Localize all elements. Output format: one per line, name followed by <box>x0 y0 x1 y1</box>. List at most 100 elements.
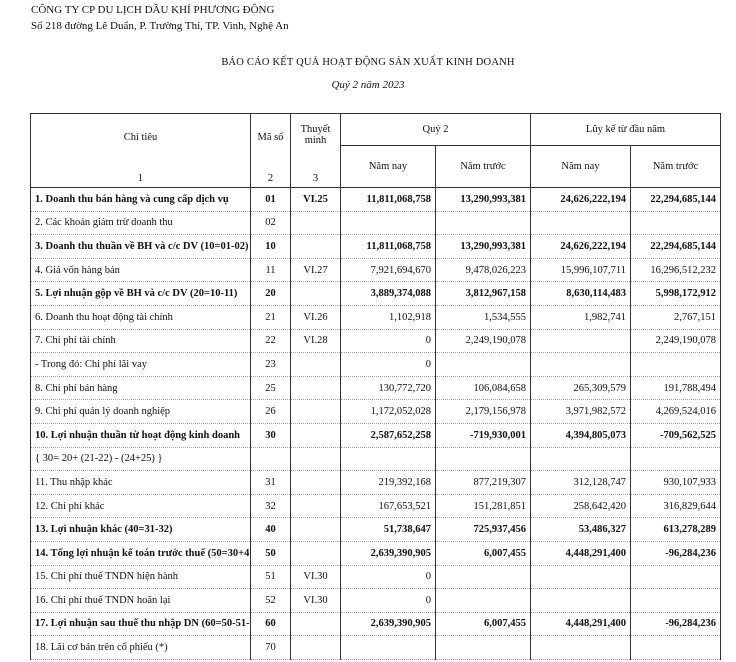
table-row: 13. Lợi nhuận khác (40=31-32) 40 51,738,64… <box>30 517 722 542</box>
table-cell: 1,982,741 <box>530 305 631 330</box>
table-row: 18. Lãi cơ bản trên cổ phiếu (*) 70 <box>30 635 722 660</box>
table-cell: 10 <box>250 234 291 259</box>
header-cell: Năm trước <box>435 145 531 188</box>
header-text: 2 <box>267 172 274 184</box>
table-cell: 265,309,579 <box>530 376 631 401</box>
table-row: 16. Chi phí thuế TNDN hoãn lại 52 VI.30 0 <box>30 588 722 613</box>
table-cell: 1,534,555 <box>435 305 531 330</box>
table-cell: 16,296,512,232 <box>629 258 722 283</box>
table-cell <box>290 281 341 306</box>
table-cell <box>530 588 631 613</box>
table-cell: 2,587,652,258 <box>340 423 436 448</box>
table-cell <box>290 399 341 424</box>
table-cell <box>290 494 341 519</box>
table-cell <box>435 565 531 590</box>
row-label: 10. Lợi nhuận thuần từ hoạt động kinh do… <box>30 423 251 448</box>
table-cell: 30 <box>250 423 291 448</box>
header-text: Mã số <box>257 131 284 143</box>
table-cell: VI.30 <box>290 565 341 590</box>
table-cell: 6,007,455 <box>435 541 531 566</box>
table-row: 8. Chi phí bán hàng 25 130,772,720 106,084,… <box>30 376 722 401</box>
table-cell <box>290 447 341 472</box>
table-cell: 13,290,993,381 <box>435 187 531 212</box>
table-row: 1. Doanh thu bán hàng và cung cấp dịch v… <box>30 187 722 212</box>
row-label: 16. Chi phí thuế TNDN hoãn lại <box>30 588 251 613</box>
row-label: 11. Thu nhập khác <box>30 470 251 495</box>
header-text: 1 <box>137 172 144 184</box>
table-cell: -719,930,001 <box>435 423 531 448</box>
table-cell: 167,653,521 <box>340 494 436 519</box>
row-label: 15. Chi phí thuế TNDN hiện hành <box>30 565 251 590</box>
table-cell <box>629 565 722 590</box>
row-label: 17. Lợi nhuận sau thuế thu nhập DN (60=5… <box>30 612 251 637</box>
row-label: 14. Tổng lợi nhuận kế toán trước thuế (5… <box>30 541 251 566</box>
table-cell: 52 <box>250 588 291 613</box>
table-cell: 53,486,327 <box>530 517 631 542</box>
table-cell <box>290 541 341 566</box>
table-cell: VI.27 <box>290 258 341 283</box>
table-cell: 4,394,805,073 <box>530 423 631 448</box>
table-cell: 21 <box>250 305 291 330</box>
table-cell <box>290 376 341 401</box>
table-cell: 60 <box>250 612 291 637</box>
company-address: Số 218 đường Lê Duẩn, P. Trường Thi, TP.… <box>31 20 289 32</box>
table-cell: 613,278,289 <box>629 517 722 542</box>
header-cell: Năm trước <box>629 145 722 188</box>
table-cell: 3,812,967,158 <box>435 281 531 306</box>
table-cell: 24,626,222,194 <box>530 187 631 212</box>
table-cell: 01 <box>250 187 291 212</box>
header-cell: Lũy kế từ đầu năm <box>529 113 722 146</box>
table-cell: -709,562,525 <box>629 423 722 448</box>
table-cell: 316,829,644 <box>629 494 722 519</box>
table-cell: 40 <box>250 517 291 542</box>
header-cell: Năm nay <box>340 145 436 188</box>
table-cell <box>629 211 722 236</box>
table-cell: VI.28 <box>290 329 341 354</box>
row-label: 6. Doanh thu hoạt động tài chính <box>30 305 251 330</box>
table-cell <box>250 447 291 472</box>
table-cell: 32 <box>250 494 291 519</box>
table-cell <box>290 423 341 448</box>
header-text: Thuyết minh <box>300 123 331 146</box>
row-label: 8. Chi phí bán hàng <box>30 376 251 401</box>
table-cell: 70 <box>250 635 291 660</box>
table-cell: 23 <box>250 352 291 377</box>
header-cell: Chỉ tiêu 1 <box>30 113 251 188</box>
table-cell: 51,738,647 <box>340 517 436 542</box>
table-cell: 3,889,374,088 <box>340 281 436 306</box>
row-label: 9. Chi phí quản lý doanh nghiệp <box>30 399 251 424</box>
table-cell: 11,811,068,758 <box>340 187 436 212</box>
company-name: CÔNG TY CP DU LỊCH DẦU KHÍ PHƯƠNG ĐÔNG <box>31 4 275 16</box>
row-label: 18. Lãi cơ bản trên cổ phiếu (*) <box>30 635 251 660</box>
table-cell: 151,281,851 <box>435 494 531 519</box>
report-period: Quý 2 năm 2023 <box>331 79 405 91</box>
table-cell: VI.26 <box>290 305 341 330</box>
table-cell: 191,788,494 <box>629 376 722 401</box>
row-label: 1. Doanh thu bán hàng và cung cấp dịch v… <box>30 187 251 212</box>
row-label: 4. Giá vốn hàng bán <box>30 258 251 283</box>
row-label: { 30= 20+ (21-22) - (24+25) } <box>30 447 251 472</box>
table-cell: 24,626,222,194 <box>530 234 631 259</box>
table-cell: 0 <box>340 329 436 354</box>
table-cell: 312,128,747 <box>530 470 631 495</box>
table-cell: 1,102,918 <box>340 305 436 330</box>
table-cell: 02 <box>250 211 291 236</box>
table-cell <box>435 352 531 377</box>
table-cell: 11,811,068,758 <box>340 234 436 259</box>
table-row: 11. Thu nhập khác 31 219,392,168 877,219,30… <box>30 470 722 495</box>
table-cell: 20 <box>250 281 291 306</box>
table-row: - Trong đó: Chi phí lãi vay 23 0 <box>30 352 722 377</box>
table-cell <box>629 588 722 613</box>
table-cell <box>290 635 341 660</box>
table-cell <box>530 635 631 660</box>
table-cell <box>340 211 436 236</box>
table-cell: 7,921,694,670 <box>340 258 436 283</box>
table-row: 15. Chi phí thuế TNDN hiện hành 51 VI.30 0 <box>30 565 722 590</box>
table-cell: 2,639,390,905 <box>340 541 436 566</box>
table-cell <box>629 447 722 472</box>
table-row: 2. Các khoản giảm trừ doanh thu 02 <box>30 211 722 236</box>
table-cell <box>290 470 341 495</box>
table-cell: 8,630,114,483 <box>530 281 631 306</box>
table-cell: -96,284,236 <box>629 612 722 637</box>
